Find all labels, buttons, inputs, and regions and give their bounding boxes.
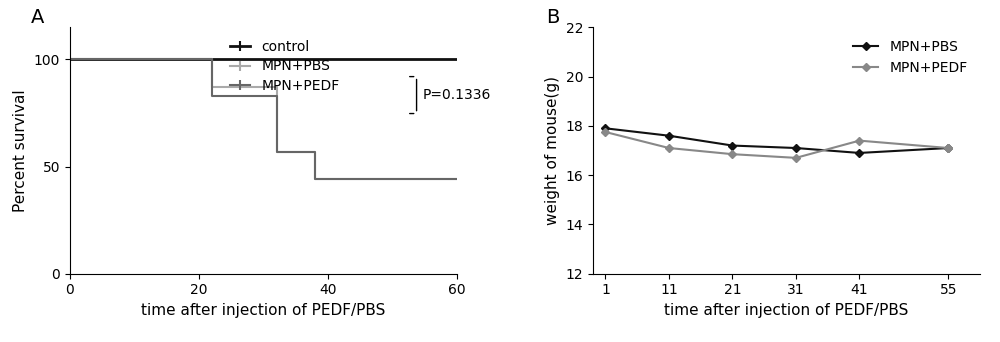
MPN+PEDF <box>599 130 611 134</box>
Y-axis label: weight of mouse(g): weight of mouse(g) <box>545 76 560 225</box>
MPN+PBS <box>726 144 738 148</box>
X-axis label: time after injection of PEDF/PBS: time after injection of PEDF/PBS <box>664 303 909 318</box>
MPN+PBS <box>942 146 954 150</box>
MPN+PEDF <box>853 139 865 143</box>
MPN+PEDF <box>726 152 738 156</box>
Line: MPN+PBS: MPN+PBS <box>603 126 951 156</box>
Text: A: A <box>31 8 45 27</box>
MPN+PBS <box>853 151 865 155</box>
MPN+PEDF <box>942 146 954 150</box>
MPN+PBS <box>599 126 611 130</box>
Y-axis label: Percent survival: Percent survival <box>13 89 28 212</box>
Legend: MPN+PBS, MPN+PEDF: MPN+PBS, MPN+PEDF <box>848 34 973 80</box>
MPN+PBS <box>663 134 675 138</box>
Line: MPN+PEDF: MPN+PEDF <box>603 129 951 161</box>
MPN+PEDF <box>663 146 675 150</box>
Legend: control, MPN+PBS, MPN+PEDF: control, MPN+PBS, MPN+PEDF <box>224 34 345 98</box>
MPN+PBS <box>790 146 802 150</box>
X-axis label: time after injection of PEDF/PBS: time after injection of PEDF/PBS <box>141 303 386 318</box>
Text: B: B <box>546 8 560 27</box>
Text: P=0.1336: P=0.1336 <box>422 88 491 102</box>
MPN+PEDF <box>790 156 802 160</box>
